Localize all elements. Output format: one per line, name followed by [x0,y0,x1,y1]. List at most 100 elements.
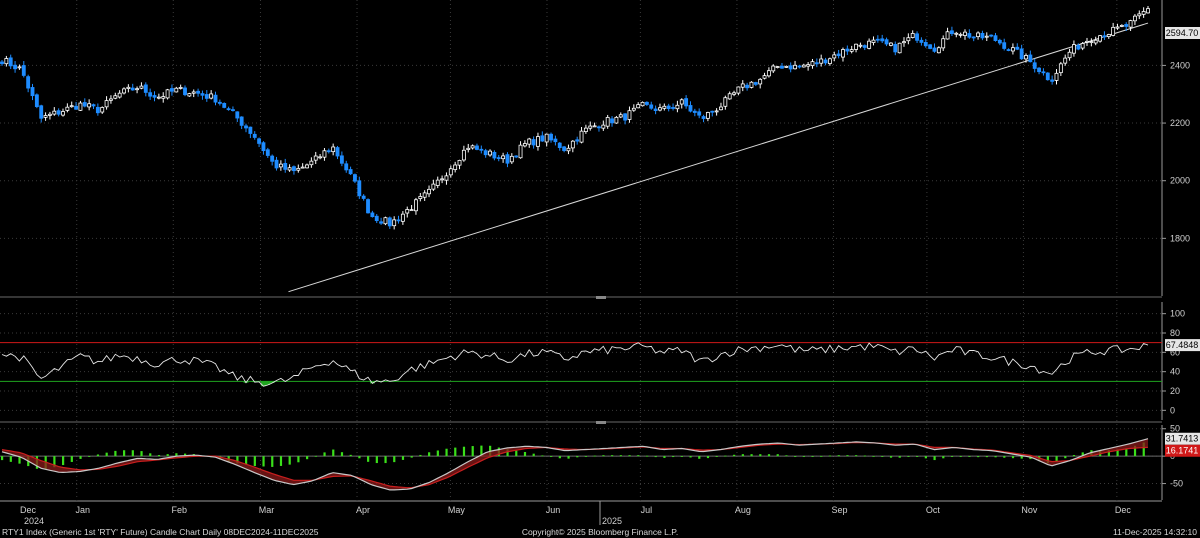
macd-histogram-bar [916,456,919,457]
candle-body [653,108,658,112]
candle-body [274,159,279,169]
macd-histogram-bar [968,456,971,457]
macd-histogram-bar [1020,456,1023,459]
macd-histogram-bar [532,453,535,457]
candle-body [536,136,540,147]
candle-body [627,110,632,120]
x-axis-tick-label: Aug [735,505,751,515]
candle-body [540,135,545,142]
macd-line [1,438,1149,491]
candle-body [196,90,201,94]
macd-histogram-bar [1011,456,1015,459]
candle-body [139,85,144,89]
macd-last-value-label: 31.7413 [1166,434,1199,444]
macd-histogram-bar [593,455,596,457]
candle-body [841,49,845,58]
rsi-panel [0,342,1162,387]
candle-body [910,33,915,38]
macd-histogram-bar [724,455,727,457]
macd-histogram-bar [288,456,291,465]
macd-histogram-bar [663,456,666,458]
candle-body [1063,57,1068,64]
candle-body [570,140,575,149]
candle-body [788,65,793,70]
candle-body [26,76,31,89]
candle-body [640,101,645,107]
candle-body [636,104,641,109]
candle-body [339,155,344,164]
candle-body [305,164,309,169]
candle-body [1146,8,1150,14]
macd-histogram-bar [358,456,361,459]
candle-body [387,217,392,227]
candle-body [780,65,784,69]
candle-body [823,59,828,64]
candle-body [1041,71,1046,74]
macd-histogram-bar [584,456,588,457]
candle-body [457,159,462,166]
macd-histogram-bar [245,456,248,465]
macd-histogram-bar [1072,455,1076,457]
candle-body [649,104,654,109]
macd-histogram-bar [846,455,849,457]
candle-body [21,65,26,76]
candle-body [832,54,837,59]
candle-body [39,105,44,119]
rsi-axis-tick-label: 40 [1170,367,1180,377]
candle-body [1024,55,1028,60]
macd-histogram-bar [271,456,274,467]
macd-histogram-bar [759,454,762,457]
macd-histogram-bar [933,456,936,461]
candle-body [610,118,614,124]
x-axis-tick-label: Jan [75,505,90,515]
macd-histogram-bar [872,456,875,457]
x-axis-year-label: 2025 [602,516,622,526]
candle-body [658,107,662,111]
x-axis-tick-label: Dec [20,505,37,515]
macd-histogram-bar [1125,448,1128,457]
rsi-axis-tick-label: 60 [1170,347,1180,357]
rsi-panel-resize-handle[interactable] [596,421,606,424]
candle-body [326,150,331,153]
support-trendline [288,22,1149,293]
candle-body [522,143,527,147]
candle-body [583,127,588,133]
candle-body [1058,63,1063,74]
candle-body [880,38,885,42]
candle-body [156,96,161,99]
macd-histogram-bar [898,456,901,458]
candle-body [666,105,671,109]
candle-body [178,87,183,89]
candle-body [65,106,70,111]
candle-body [601,124,606,129]
candle-body [814,62,819,65]
candle-body [174,87,179,93]
macd-histogram-bar [410,456,413,458]
candle-body [514,155,519,158]
candle-body [69,105,74,108]
price-axis-tick-label: 1800 [1170,233,1190,243]
macd-histogram-bar [114,450,117,457]
candle-body [1067,51,1072,59]
macd-histogram-bar [1107,450,1110,457]
candle-body [871,39,876,43]
candle-body [1098,35,1102,42]
macd-histogram-bar [706,456,710,459]
macd-histogram-bar [863,455,866,457]
candle-body [400,213,405,222]
candle-body [409,209,414,212]
macd-histogram-bar [637,455,640,457]
macd-histogram-bar [349,454,352,457]
candle-body [344,163,349,171]
price-panel-resize-handle[interactable] [596,296,606,299]
macd-histogram-bar [88,456,91,457]
candle-body [575,139,580,142]
candle-body [422,192,427,198]
candle-body [618,114,623,118]
macd-histogram-bar [1081,452,1084,457]
candle-body [1045,72,1050,81]
candle-body [109,98,113,101]
candle-body [1093,39,1098,44]
candle-body [675,104,680,110]
candle-body [270,155,275,162]
